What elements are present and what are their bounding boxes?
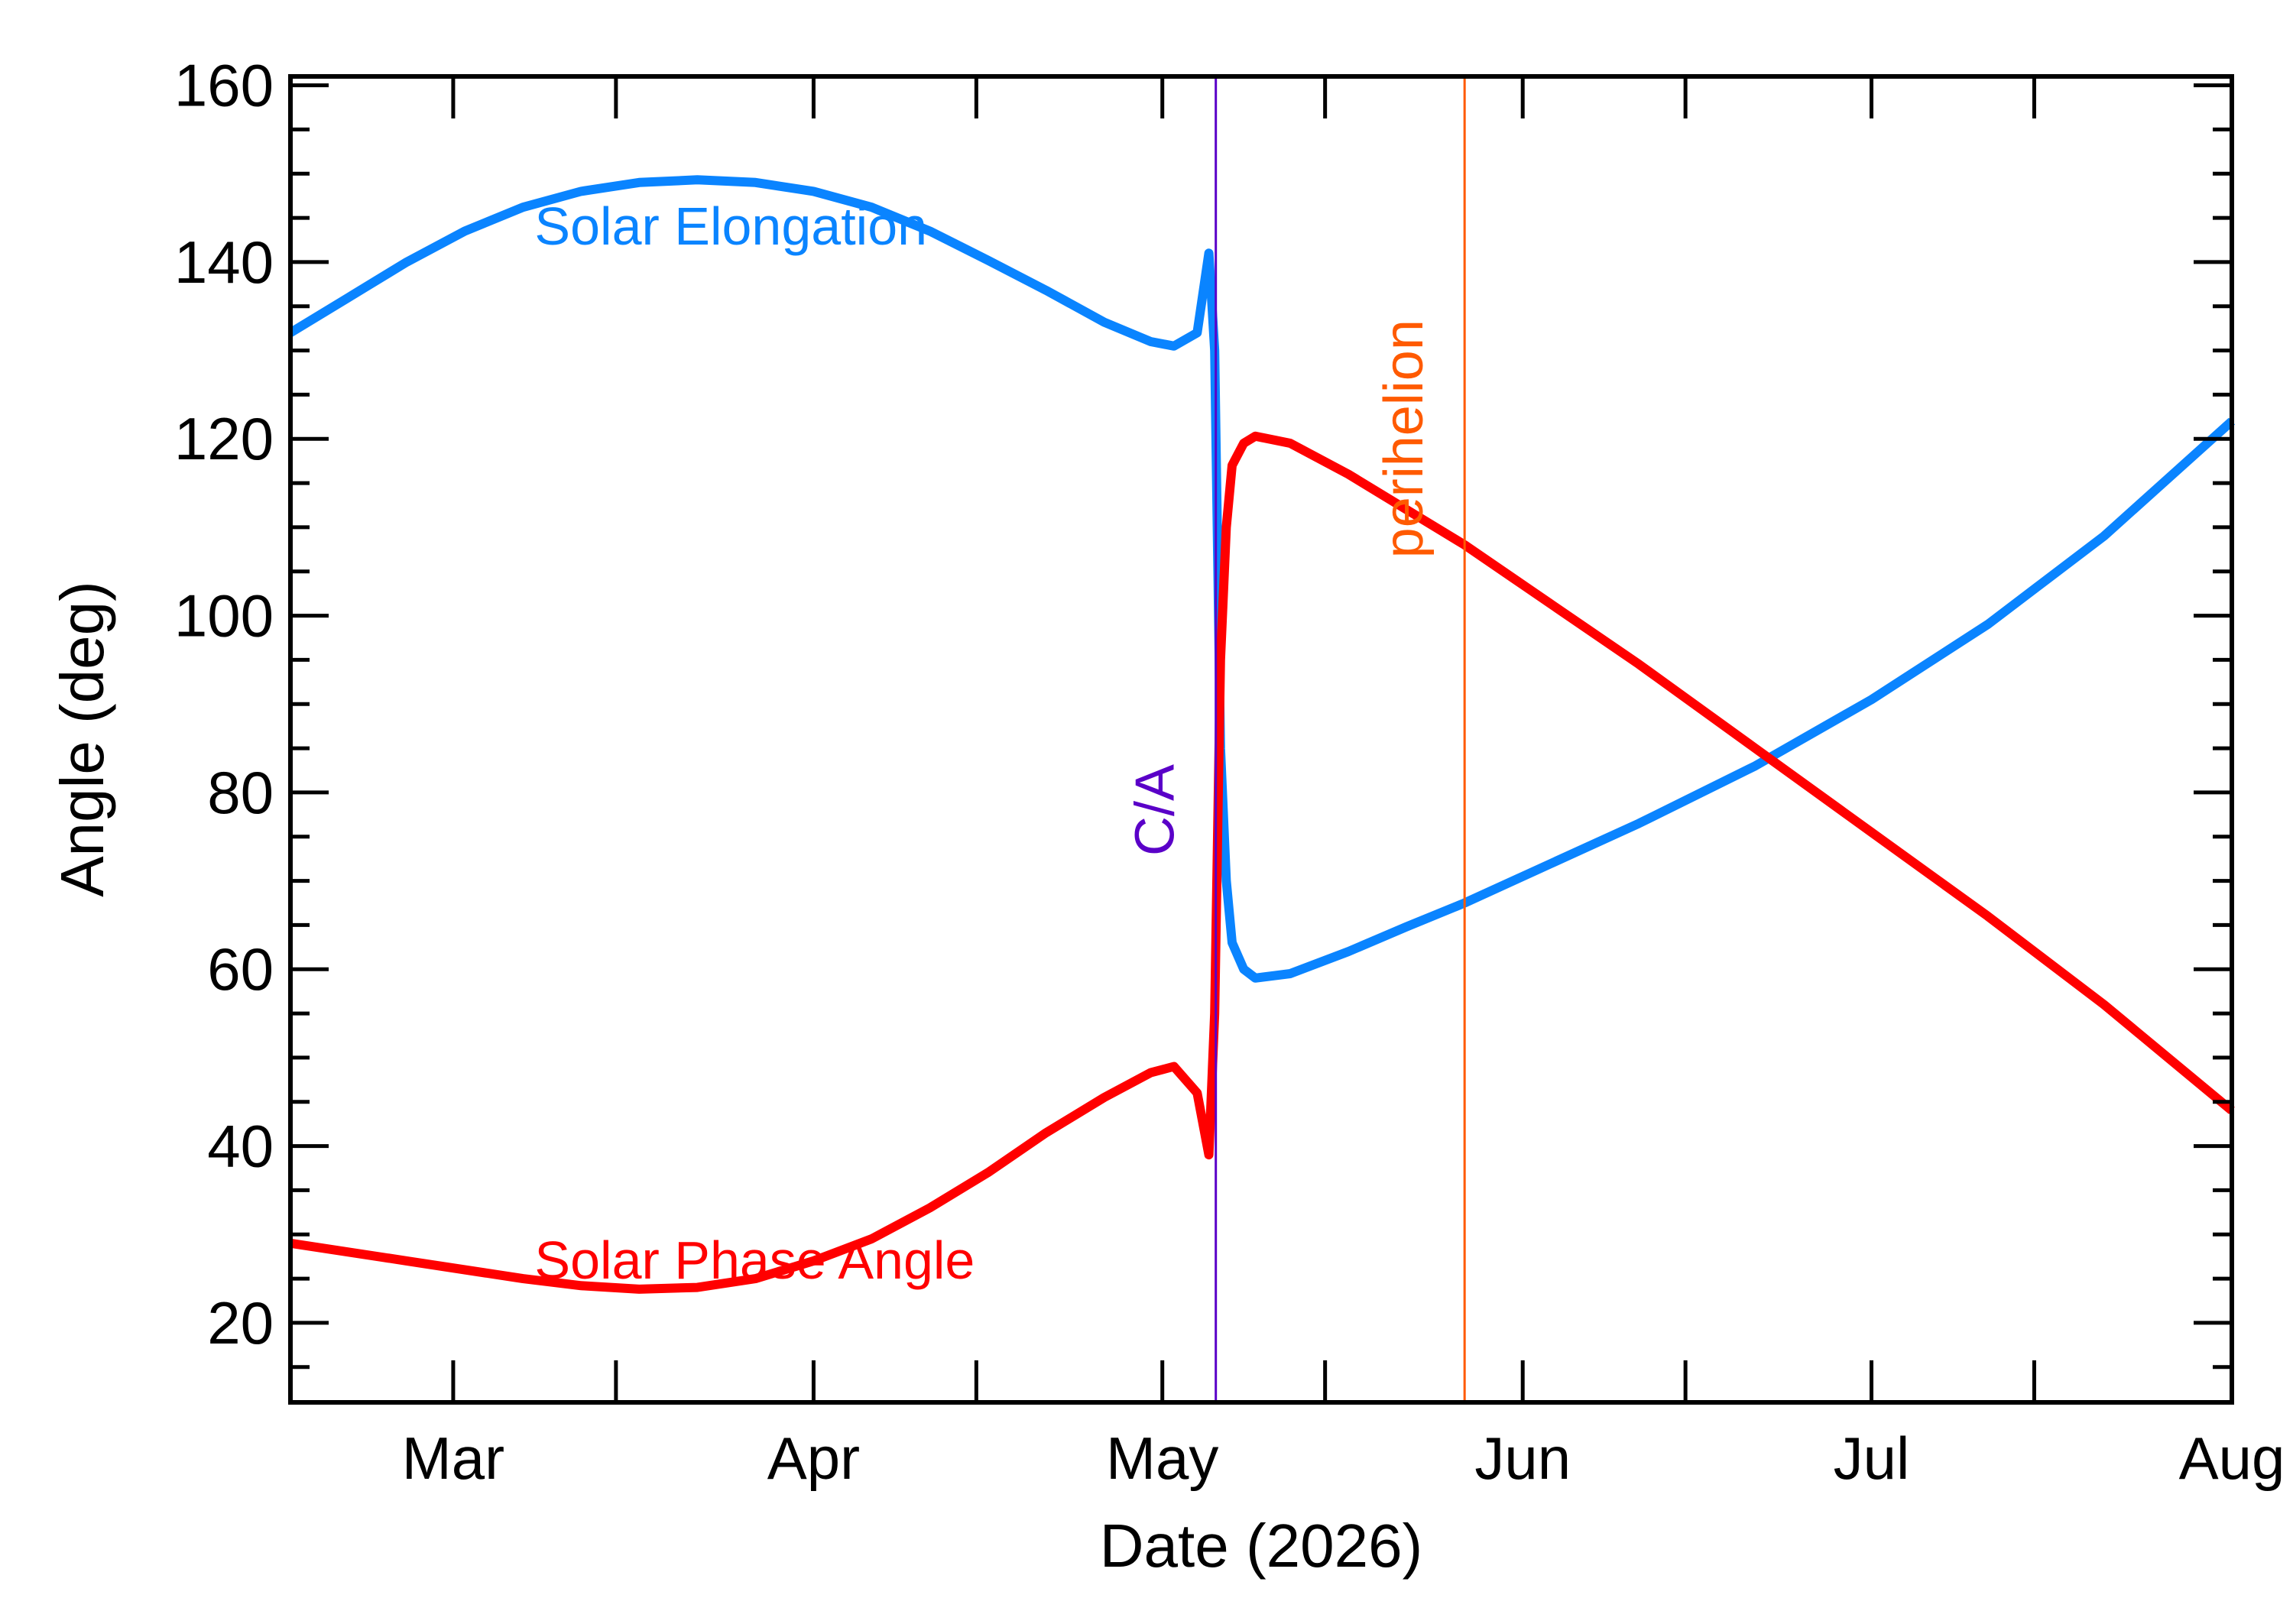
event-label-c-a: C/A: [1125, 764, 1186, 856]
event-lines: [1215, 76, 1466, 1402]
y-tick-label: 160: [174, 52, 274, 119]
series-label-solar-phase-angle: Solar Phase Angle: [534, 1230, 975, 1290]
series-labels: Solar Elongation Solar Phase Angle: [534, 196, 975, 1290]
x-tick-label: Jul: [1834, 1425, 1910, 1492]
x-axis-title: Date (2026): [1100, 1512, 1422, 1580]
y-tick-label: 120: [174, 405, 274, 472]
event-labels: C/A perihelion: [1125, 319, 1435, 856]
y-tick-label: 100: [174, 582, 274, 650]
plot-frame: [288, 74, 2234, 1405]
x-tick-label: Jun: [1474, 1425, 1571, 1492]
y-tick-label: 40: [207, 1113, 274, 1180]
series-line-solar-elongation: [287, 175, 2236, 983]
x-tick-label: Apr: [767, 1425, 860, 1492]
axis-ticks: [288, 76, 2234, 1402]
y-tick-label: 140: [174, 229, 274, 296]
x-tick-label: Aug: [2179, 1425, 2285, 1492]
y-tick-label: 60: [207, 935, 274, 1003]
series-line-solar-phase-angle: [290, 431, 2235, 1294]
x-tick-label: Mar: [402, 1425, 504, 1492]
series-label-solar-elongation: Solar Elongation: [534, 196, 927, 256]
y-axis-title: Angle (deg): [48, 581, 116, 897]
event-label-perihelion: perihelion: [1374, 319, 1435, 558]
tick-labels: 20 40 60 80 100 120 140 160 Mar Apr May Jun Jul Aug: [174, 52, 2285, 1492]
y-tick-label: 80: [207, 759, 274, 826]
x-tick-label: May: [1106, 1425, 1218, 1492]
y-tick-label: 20: [207, 1289, 274, 1357]
plot-lines: [287, 175, 2236, 1294]
